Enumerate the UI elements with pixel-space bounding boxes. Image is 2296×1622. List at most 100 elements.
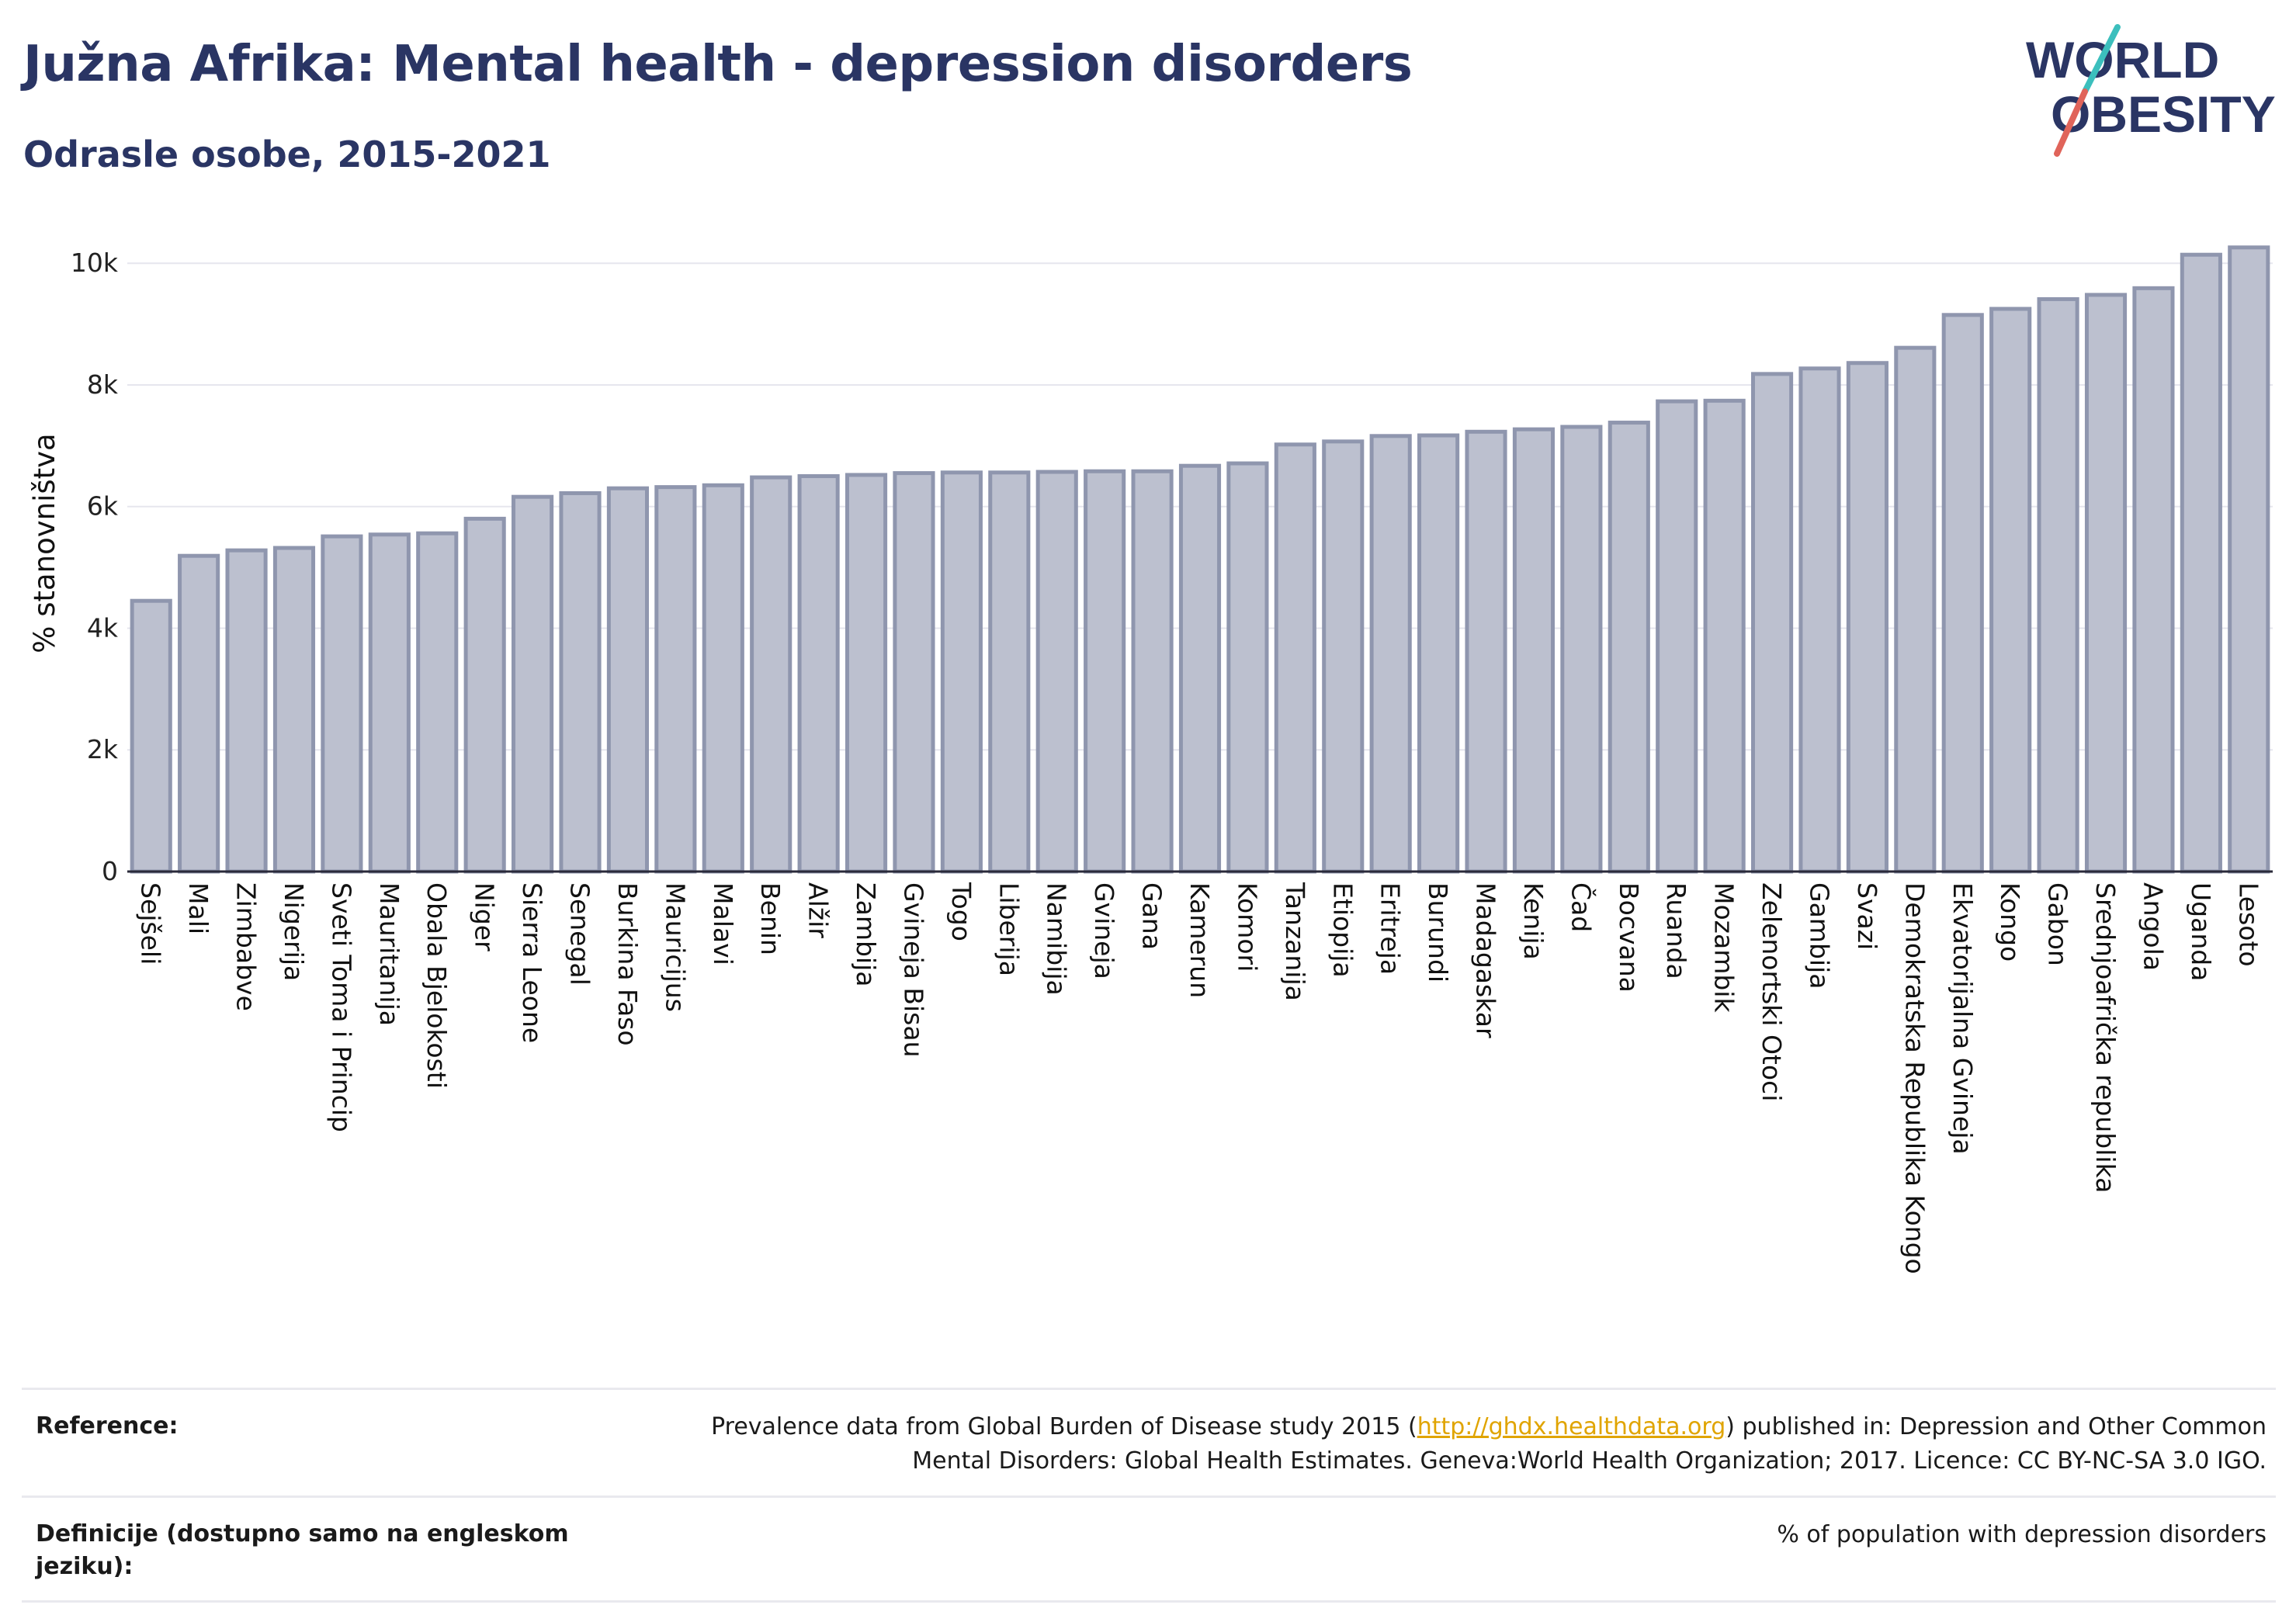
x-tick-label: Madagaskar bbox=[1471, 882, 1501, 1038]
x-tick-label: Liberija bbox=[994, 882, 1024, 976]
bar-gvineja[interactable] bbox=[1084, 469, 1126, 874]
bar-benin[interactable] bbox=[750, 475, 793, 874]
definition-row: Definicije (dostupno samo na engleskom j… bbox=[22, 1495, 2276, 1603]
bar-chart: 0 2k 4k 6k 8k 10k Sejšeli Mali Zimbabve Nigerija… bbox=[28, 245, 2273, 1274]
x-tick-label: Gana bbox=[1137, 882, 1167, 950]
reference-text-start: Prevalence data from Global Burden of Di… bbox=[711, 1413, 1417, 1440]
bar-zambija[interactable] bbox=[845, 473, 888, 874]
bars bbox=[130, 245, 2270, 874]
x-tick-label: Bocvana bbox=[1614, 882, 1644, 993]
bar-sierra-leone[interactable] bbox=[512, 494, 554, 874]
bar-sejšeli[interactable] bbox=[130, 598, 172, 874]
x-tick-label: Ruanda bbox=[1661, 882, 1691, 979]
bar-kongo[interactable] bbox=[1989, 307, 2032, 874]
bar-uganda[interactable] bbox=[2180, 252, 2222, 874]
x-tick-label: Niger bbox=[470, 882, 500, 951]
x-tick-label: Sveti Toma i Princip bbox=[326, 882, 356, 1132]
x-tick-label: Angola bbox=[2138, 882, 2168, 971]
bar-zimbabve[interactable] bbox=[225, 548, 268, 874]
bar-gabon[interactable] bbox=[2037, 296, 2079, 874]
bar-sveti-toma-i-princip[interactable] bbox=[321, 534, 363, 874]
reference-text: Prevalence data from Global Burden of Di… bbox=[636, 1410, 2267, 1478]
bar-etiopija[interactable] bbox=[1322, 439, 1365, 874]
x-tick-label: Alžir bbox=[803, 882, 834, 938]
bar-burkina-faso[interactable] bbox=[606, 486, 650, 874]
reference-link[interactable]: http://ghdx.healthdata.org bbox=[1417, 1413, 1726, 1440]
logo-word-world: WORLD bbox=[2026, 31, 2219, 88]
bar-komori[interactable] bbox=[1226, 461, 1269, 874]
bar-gvineja-bisau[interactable] bbox=[893, 471, 935, 874]
bar-ruanda[interactable] bbox=[1656, 399, 1698, 874]
x-tick-label: Srednjoafrička republika bbox=[2090, 882, 2121, 1193]
bar-togo[interactable] bbox=[940, 470, 983, 874]
x-tick-label: Burkina Faso bbox=[612, 882, 643, 1046]
x-tick-label: Malavi bbox=[708, 882, 738, 965]
bar-demokratska-republika-kongo[interactable] bbox=[1894, 345, 1937, 874]
definition-label: Definicije (dostupno samo na engleskom j… bbox=[36, 1520, 569, 1580]
bar-niger[interactable] bbox=[463, 516, 506, 874]
bar-tanzanija[interactable] bbox=[1274, 442, 1316, 874]
x-tick-label: Kamerun bbox=[1184, 882, 1215, 998]
bar-burundi[interactable] bbox=[1417, 433, 1460, 874]
reference-row: Reference: Prevalence data from Global B… bbox=[22, 1388, 2276, 1495]
x-tick-label: Komori bbox=[1232, 882, 1262, 972]
bar-lesoto[interactable] bbox=[2228, 245, 2270, 874]
x-tick-label: Kongo bbox=[1995, 882, 2025, 962]
x-tick-label: Gabon bbox=[2043, 882, 2073, 966]
reference-label: Reference: bbox=[36, 1412, 179, 1440]
bar-čad[interactable] bbox=[1560, 425, 1603, 874]
x-tick-label: Kenija bbox=[1518, 882, 1549, 960]
x-tick-label: Tanzanija bbox=[1280, 882, 1310, 1001]
logo-slash-teal bbox=[2082, 24, 2121, 95]
bar-zelenortski-otoci[interactable] bbox=[1750, 372, 1794, 874]
bar-srednjoafrička-republika[interactable] bbox=[2084, 293, 2128, 874]
reference-text-end: ) published in: Depression and Other Com… bbox=[1725, 1413, 2267, 1440]
bar-liberija[interactable] bbox=[988, 470, 1031, 874]
bar-mali[interactable] bbox=[178, 553, 220, 874]
x-tick-label: Obala Bjelokosti bbox=[421, 882, 452, 1089]
bar-svazi[interactable] bbox=[1846, 361, 1888, 874]
bar-bocvana[interactable] bbox=[1608, 421, 1650, 874]
bar-mauritanija[interactable] bbox=[368, 532, 411, 874]
logo-slash-red bbox=[2054, 88, 2088, 157]
x-tick-label: Čad bbox=[1566, 882, 1597, 932]
bar-senegal[interactable] bbox=[559, 490, 602, 874]
x-tick-label: Etiopija bbox=[1327, 882, 1358, 978]
bar-madagaskar[interactable] bbox=[1465, 429, 1507, 874]
x-tick-label: Benin bbox=[755, 882, 786, 955]
x-tick-label: Gvineja bbox=[1089, 882, 1119, 979]
bar-ekvatorijalna-gvineja[interactable] bbox=[1941, 313, 1984, 874]
bar-gambija[interactable] bbox=[1798, 366, 1841, 874]
x-tick-label: Burundi bbox=[1423, 882, 1453, 983]
x-tick-label: Togo bbox=[946, 882, 976, 941]
world-obesity-logo: WORLD OBESITY bbox=[2026, 24, 2276, 157]
bar-angola[interactable] bbox=[2132, 286, 2175, 874]
x-tick-label: Zambija bbox=[851, 882, 881, 986]
definition-text: % of population with depression disorder… bbox=[1777, 1521, 2267, 1548]
bar-eritreja[interactable] bbox=[1369, 434, 1412, 874]
x-tick-label: Ekvatorijalna Gvineja bbox=[1947, 882, 1978, 1155]
y-tick-label: 2k bbox=[87, 734, 119, 764]
y-tick-label: 6k bbox=[87, 491, 119, 522]
bar-namibija[interactable] bbox=[1035, 470, 1078, 874]
x-tick-label: Gambija bbox=[1804, 882, 1834, 989]
x-tick-label: Nigerija bbox=[279, 882, 309, 981]
x-tick-label: Sejšeli bbox=[136, 882, 166, 965]
bar-nigerija[interactable] bbox=[272, 546, 316, 874]
logo-word-obesity: OBESITY bbox=[2051, 85, 2276, 143]
bar-mozambik[interactable] bbox=[1703, 398, 1746, 874]
x-tick-label: Uganda bbox=[2186, 882, 2216, 981]
y-axis-label: % stanovništva bbox=[28, 433, 61, 653]
x-tick-label: Mauritanija bbox=[374, 882, 404, 1026]
bar-kenija[interactable] bbox=[1512, 427, 1556, 874]
x-tick-label: Svazi bbox=[1852, 882, 1882, 950]
bar-kamerun[interactable] bbox=[1178, 463, 1222, 874]
x-tick-label: Demokratska Republika Kongo bbox=[1899, 882, 1930, 1274]
bar-mauricijus[interactable] bbox=[654, 485, 697, 874]
x-tick-label: Namibija bbox=[1042, 882, 1072, 996]
bar-obala-bjelokosti[interactable] bbox=[416, 531, 459, 874]
bar-alžir[interactable] bbox=[797, 474, 840, 874]
bar-gana[interactable] bbox=[1131, 469, 1174, 874]
bar-malavi[interactable] bbox=[702, 483, 744, 874]
y-tick-label: 8k bbox=[87, 369, 119, 400]
